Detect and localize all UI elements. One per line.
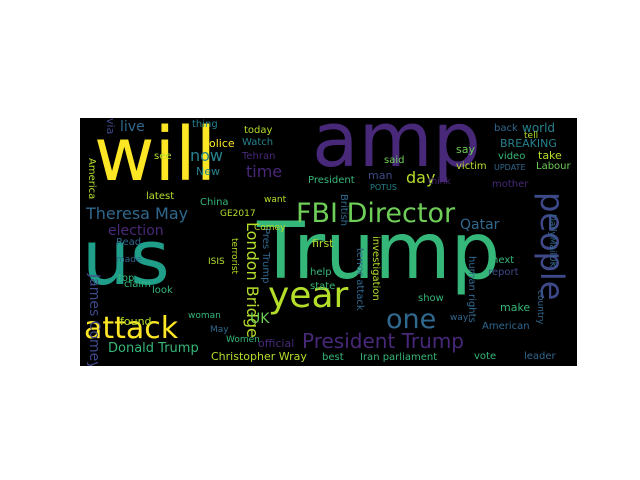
word-now: now (190, 146, 224, 165)
word-show: show (418, 293, 444, 304)
word-american: American (482, 321, 530, 332)
word-help: help (310, 267, 332, 278)
word-way: way (450, 313, 469, 323)
word-fbi-director: FBI Director (296, 198, 456, 229)
word-america: America (86, 158, 97, 200)
word-isis: ISIS (208, 257, 225, 267)
word-read: Read (116, 237, 142, 248)
word-year: year (268, 275, 349, 316)
word-mother: mother (492, 179, 529, 190)
word-best: best (322, 352, 344, 363)
word-woman: woman (188, 311, 221, 321)
word-made: made (116, 255, 142, 265)
word-state: state (310, 281, 336, 292)
word-report: report (488, 267, 519, 278)
word-dailymailuk: DailyMailUK (547, 214, 557, 268)
word-cloud: Trump amp will us FBI Director year peop… (80, 118, 577, 366)
word-today: today (244, 125, 273, 136)
word-via: via (104, 118, 117, 135)
word-leader: leader (524, 351, 556, 362)
word-christopher-wray: Christopher Wray (211, 350, 307, 363)
word-found: found (120, 315, 152, 328)
word-tehran: Tehran (242, 151, 276, 162)
word-may: May (210, 325, 229, 335)
word-will: will (94, 118, 217, 198)
word-latest: latest (146, 191, 175, 202)
word-make: make (500, 301, 531, 314)
word-women: Women (226, 335, 260, 345)
word-official: official (258, 337, 295, 350)
word-china: China (200, 197, 229, 208)
word-back: back (494, 123, 518, 134)
word-day: day (406, 168, 436, 187)
word-next: next (492, 255, 515, 266)
word-watch: Watch (242, 137, 274, 148)
word-iran-parliament: Iran parliament (360, 352, 438, 363)
word-vote: vote (474, 351, 497, 362)
word-claim: claim (124, 279, 151, 290)
word-country: country (535, 290, 545, 325)
word-one: one (386, 304, 437, 335)
word-want: want (264, 195, 287, 205)
word-labour: Labour (536, 161, 571, 172)
word-police: police (202, 137, 235, 150)
word-election: election (108, 223, 164, 239)
word-see: see (154, 151, 172, 162)
word-world: world (522, 121, 556, 135)
word-attack: attack (84, 311, 179, 346)
word-live: live (120, 119, 145, 135)
word-top: top (118, 273, 135, 284)
word-amp: amp (312, 118, 481, 184)
word-thing: thing (192, 119, 218, 130)
word-breaking: BREAKING (500, 137, 557, 150)
word-man: man (368, 169, 393, 182)
word-donald-trump: Donald Trump (108, 341, 199, 356)
word-first: first (312, 237, 334, 250)
word-victim: victim (456, 161, 487, 172)
word-us: us (82, 213, 170, 302)
word-said: said (384, 155, 405, 166)
word-potus: POTUS (370, 183, 397, 192)
word-video: video (498, 151, 526, 162)
word-time: time (246, 162, 283, 181)
word-take: take (538, 149, 562, 162)
word-british: British (338, 194, 349, 226)
word-say: say (456, 143, 475, 156)
word-investigation: investigation (370, 236, 381, 301)
word-president: President (308, 175, 355, 186)
word-james-comey: James Comey (86, 274, 102, 366)
word-trump: Trump (257, 207, 501, 297)
word-new: New (196, 165, 220, 178)
word-qatar: Qatar (460, 217, 500, 233)
word-terror-attack: terror attack (354, 248, 365, 311)
word-look: look (152, 285, 173, 296)
word-human-rights: human rights (466, 256, 477, 323)
word-update: UPDATE (494, 163, 526, 172)
word-think: think (428, 177, 451, 187)
word-terrorist: terrorist (229, 238, 239, 275)
word-president-trump: President Trump (302, 329, 465, 353)
word-tell: tell (524, 131, 539, 141)
word-comey: Comey (254, 223, 286, 233)
word-uk: UK (250, 311, 270, 327)
word-ge2017: GE2017 (220, 209, 256, 219)
word-theresa-may: Theresa May (86, 204, 189, 223)
word-pres-trump: Pres Trump (260, 228, 271, 284)
